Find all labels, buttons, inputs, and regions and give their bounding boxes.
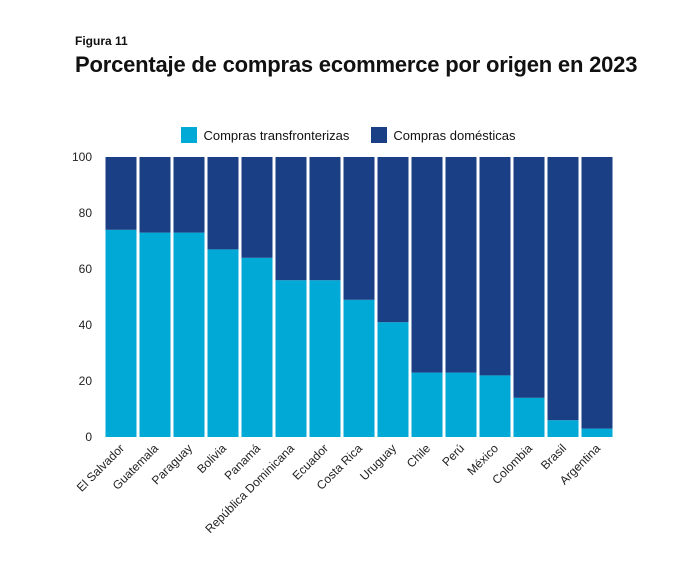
- legend-swatch-transfronterizas: [181, 127, 198, 143]
- bar-transfronterizas: [581, 428, 613, 437]
- y-tick-label: 20: [79, 374, 93, 388]
- bar-transfronterizas: [513, 397, 545, 437]
- y-tick-label: 60: [79, 262, 93, 276]
- figure-label: Figura 11: [75, 34, 128, 48]
- bar-domesticas: [581, 157, 613, 429]
- legend-item-domesticas: Compras domésticas: [371, 127, 516, 143]
- x-tick-label: Chile: [404, 441, 433, 470]
- chart-title: Porcentaje de compras ecommerce por orig…: [75, 52, 638, 77]
- y-tick-label: 40: [79, 318, 93, 332]
- bar-domesticas: [377, 157, 409, 323]
- bar-domesticas: [547, 157, 579, 421]
- x-tick-label: Perú: [439, 441, 467, 469]
- bar-transfronterizas: [411, 372, 443, 437]
- bar-domesticas: [479, 157, 511, 376]
- bar-transfronterizas: [241, 257, 273, 437]
- legend-swatch-domesticas: [371, 127, 388, 143]
- x-tick-label: Brasil: [538, 441, 569, 472]
- legend-label-domesticas: Compras domésticas: [393, 127, 516, 143]
- legend-label-transfronterizas: Compras transfronterizas: [203, 127, 350, 143]
- bar-transfronterizas: [139, 232, 171, 437]
- bar-transfronterizas: [479, 375, 511, 437]
- bar-transfronterizas: [207, 249, 239, 437]
- bar-domesticas: [207, 157, 239, 250]
- bar-domesticas: [445, 157, 477, 373]
- bar-transfronterizas: [105, 229, 137, 437]
- bar-transfronterizas: [173, 232, 205, 437]
- legend-item-transfronterizas: Compras transfronterizas: [181, 127, 349, 143]
- x-tick-label: Uruguay: [357, 441, 399, 483]
- bar-domesticas: [343, 157, 375, 300]
- chart-legend: Compras transfronterizas Compras domésti…: [0, 127, 697, 143]
- bar-transfronterizas: [547, 420, 579, 437]
- y-tick-label: 0: [85, 430, 92, 444]
- bar-domesticas: [275, 157, 307, 281]
- bar-domesticas: [513, 157, 545, 398]
- bar-transfronterizas: [445, 372, 477, 437]
- bar-transfronterizas: [377, 322, 409, 437]
- bar-transfronterizas: [343, 299, 375, 437]
- y-tick-label: 80: [79, 206, 93, 220]
- bar-domesticas: [241, 157, 273, 258]
- bar-transfronterizas: [275, 280, 307, 437]
- bar-transfronterizas: [309, 280, 341, 437]
- bar-domesticas: [105, 157, 137, 230]
- bar-domesticas: [139, 157, 171, 233]
- bar-domesticas: [173, 157, 205, 233]
- y-tick-label: 100: [72, 150, 92, 164]
- bar-domesticas: [309, 157, 341, 281]
- bar-domesticas: [411, 157, 443, 373]
